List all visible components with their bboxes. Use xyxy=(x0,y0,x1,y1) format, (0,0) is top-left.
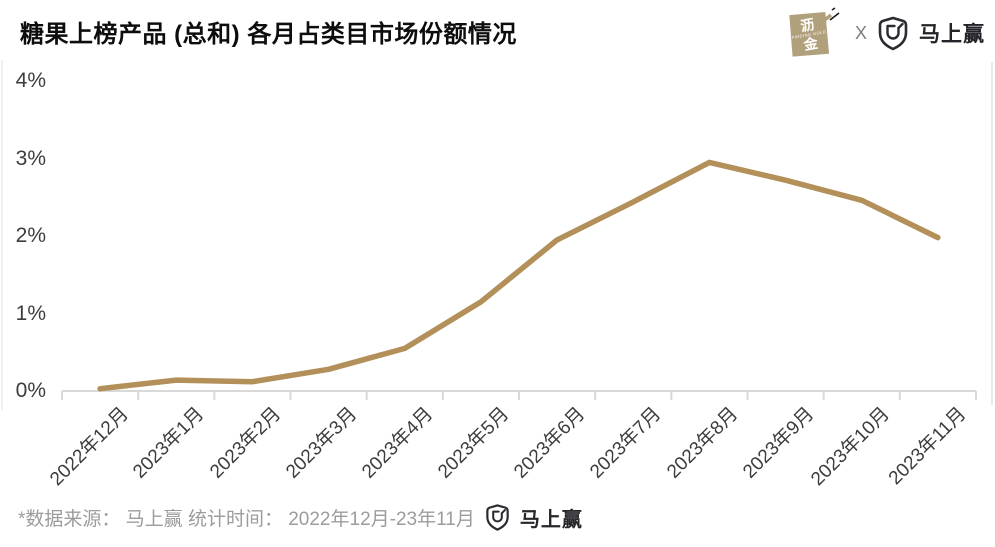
mashangying-shield-icon xyxy=(878,16,908,50)
y-axis-label: 1% xyxy=(15,301,46,325)
series-line xyxy=(97,159,941,392)
mashangying-brand-text: 马上赢 xyxy=(919,23,985,46)
mashangying-shield-icon-small xyxy=(486,504,509,531)
logo-separator: X xyxy=(854,22,867,43)
y-axis-label: 3% xyxy=(15,146,46,170)
footer: *数据来源： 马上赢 统计时间： 2022年12月-23年11月 马上赢 xyxy=(18,503,583,532)
data-source-note: *数据来源： 马上赢 统计时间： 2022年12月-23年11月 xyxy=(18,509,475,530)
header-logos: 沥 FINDING GOLD 金 X 马上赢 xyxy=(783,5,985,61)
footer-brand-text: 马上赢 xyxy=(519,509,583,531)
y-axis-label: 2% xyxy=(15,224,46,247)
y-axis-label: 4% xyxy=(15,69,46,92)
lijin-logo: 沥 FINDING GOLD 金 xyxy=(783,5,845,61)
y-axis-label: 0% xyxy=(15,379,46,402)
page-title: 糖果上榜产品 (总和) 各月占类目市场份额情况 xyxy=(20,21,517,48)
